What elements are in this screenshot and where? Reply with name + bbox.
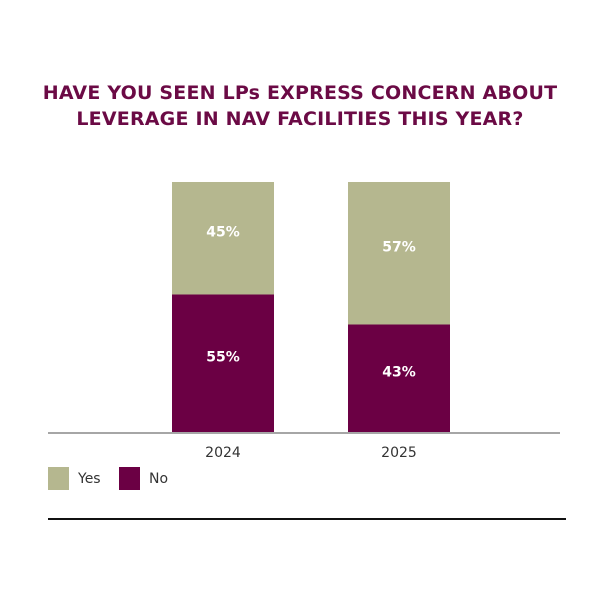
legend-item-no: No <box>119 467 168 490</box>
bar-no-2025 <box>348 324 450 432</box>
legend-label-no: No <box>149 470 169 487</box>
legend-swatch-yes <box>48 467 69 490</box>
x-tick-label-2025: 2025 <box>381 445 417 461</box>
bar-yes-2024 <box>172 182 274 295</box>
legend-label-yes: Yes <box>78 470 101 487</box>
bar-yes-2025 <box>348 182 450 325</box>
data-label-no-2024: 55% <box>206 349 240 365</box>
legend-item-yes: Yes <box>48 467 101 490</box>
legend-swatch-no <box>119 467 140 490</box>
chart-title: HAVE YOU SEEN LPs EXPRESS CONCERN ABOUT … <box>42 82 558 130</box>
data-label-no-2025: 43% <box>382 364 416 380</box>
data-label-yes-2025: 57% <box>382 239 416 255</box>
x-tick-label-2024: 2024 <box>205 445 241 461</box>
data-label-yes-2024: 45% <box>206 224 240 240</box>
bar-no-2024 <box>172 294 274 432</box>
